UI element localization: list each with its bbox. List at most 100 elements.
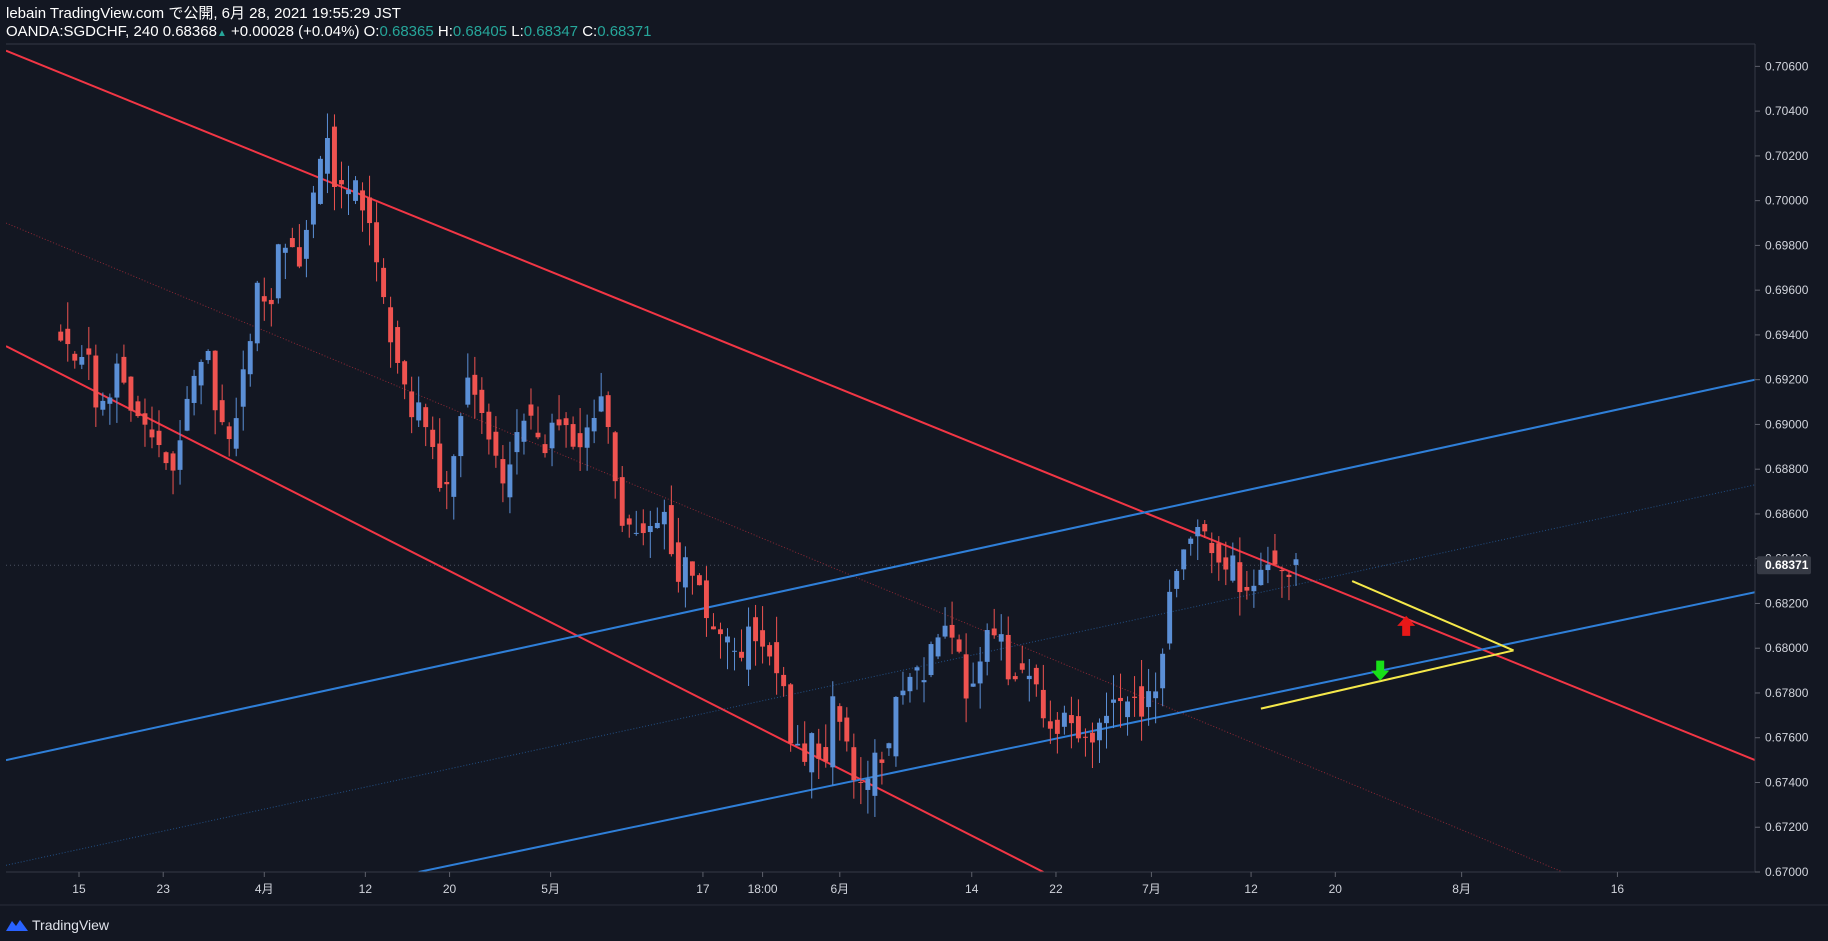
candle-body [65, 328, 71, 345]
candle-body [1160, 653, 1166, 689]
candle-body [633, 532, 639, 534]
x-tick-label: 15 [72, 882, 86, 896]
candle-body [879, 759, 885, 763]
candle-body [1202, 524, 1208, 532]
candle-body [865, 778, 871, 790]
candle-body [514, 432, 520, 453]
y-tick-label: 0.69000 [1765, 417, 1809, 431]
close-label: C: [582, 23, 598, 40]
candle-body [472, 374, 478, 395]
candle-body [1090, 732, 1095, 743]
candle-body [711, 626, 716, 630]
candle-body [1075, 716, 1081, 739]
candle-body [549, 422, 555, 449]
x-tick-label: 12 [1244, 882, 1258, 896]
y-tick-label: 0.67200 [1765, 820, 1809, 834]
candle-body [612, 432, 618, 482]
candle-body [1033, 667, 1039, 685]
tradingview-logo[interactable]: TradingView [6, 917, 109, 933]
candle-body [795, 743, 801, 746]
candle-body [1061, 712, 1067, 727]
candle-body [837, 706, 843, 722]
last-price-label: 0.68371 [1765, 558, 1809, 572]
candle-body [226, 426, 232, 440]
candle-body [900, 690, 906, 696]
candle-body [507, 464, 513, 498]
candle-body [753, 617, 759, 642]
red-channel-lower [6, 345, 1044, 872]
candle-body [563, 418, 569, 426]
candle-body [1040, 689, 1046, 719]
candle-body [696, 575, 702, 586]
candle-body [928, 644, 934, 676]
candle-body [219, 400, 225, 423]
candle-body [198, 361, 204, 386]
x-tick-label: 4月 [255, 882, 274, 896]
candle-body [949, 624, 955, 638]
candle-body [317, 158, 323, 204]
candle-body [1251, 585, 1257, 592]
x-tick-label: 17 [696, 882, 710, 896]
candle-body [1146, 691, 1152, 708]
candle-body [353, 180, 358, 201]
candle-body [977, 661, 983, 684]
candle-body [163, 452, 169, 464]
candle-body [240, 369, 246, 407]
last-price-badge [1757, 556, 1811, 575]
candle-body [1188, 538, 1194, 544]
candle-body [682, 557, 688, 588]
y-tick-label: 0.67400 [1765, 775, 1809, 789]
candle-body [437, 443, 443, 488]
up-arrow-icon: ▲ [216, 28, 227, 39]
candle-body [1181, 549, 1187, 570]
candle-body [303, 229, 309, 259]
high-label: H: [437, 23, 453, 40]
candle-body [107, 397, 113, 404]
candle-body [261, 296, 267, 302]
candle-body [1272, 550, 1278, 565]
candle-body [570, 424, 576, 447]
candle-body [956, 639, 962, 652]
blue-channel-lower [418, 591, 1755, 872]
candle-body [1216, 543, 1222, 563]
candle-body [465, 377, 471, 405]
candle-body [310, 192, 316, 225]
candle-body [100, 400, 106, 410]
candle-body [339, 180, 344, 185]
candle-body [184, 398, 190, 431]
candle-body [374, 222, 380, 263]
x-tick-label: 16 [1611, 882, 1625, 896]
x-tick-label: 23 [157, 882, 171, 896]
red-channel-upper [6, 49, 1755, 762]
yellow-upper [1351, 580, 1514, 652]
drawing-layer [6, 49, 1755, 872]
candle-body [640, 523, 646, 534]
x-tick-label: 22 [1049, 882, 1063, 896]
change-text: +0.00028 (+0.04%) [231, 23, 360, 40]
candle-body [177, 440, 183, 470]
x-tick-label: 18:00 [748, 882, 778, 896]
candle-body [114, 363, 120, 398]
candle-body [816, 743, 822, 759]
candle-body [872, 752, 878, 796]
x-tick-label: 20 [1329, 882, 1343, 896]
candle-body [395, 327, 401, 363]
candle-body [479, 389, 485, 413]
candle-body [774, 642, 780, 674]
red-up-arrow-icon [1397, 615, 1416, 636]
y-tick-label: 0.67000 [1765, 865, 1809, 879]
candle-body [542, 444, 548, 454]
candle-body [830, 696, 836, 768]
candle-body [247, 341, 253, 375]
candle-body [739, 651, 744, 658]
tradingview-logo-icon [6, 920, 28, 931]
candle-body [135, 401, 141, 417]
candle-body [388, 307, 394, 343]
candle-body [689, 561, 695, 576]
candle-body [324, 138, 330, 174]
y-tick-label: 0.69800 [1765, 238, 1809, 252]
candle-body [1244, 586, 1250, 591]
candle-body [963, 654, 969, 699]
